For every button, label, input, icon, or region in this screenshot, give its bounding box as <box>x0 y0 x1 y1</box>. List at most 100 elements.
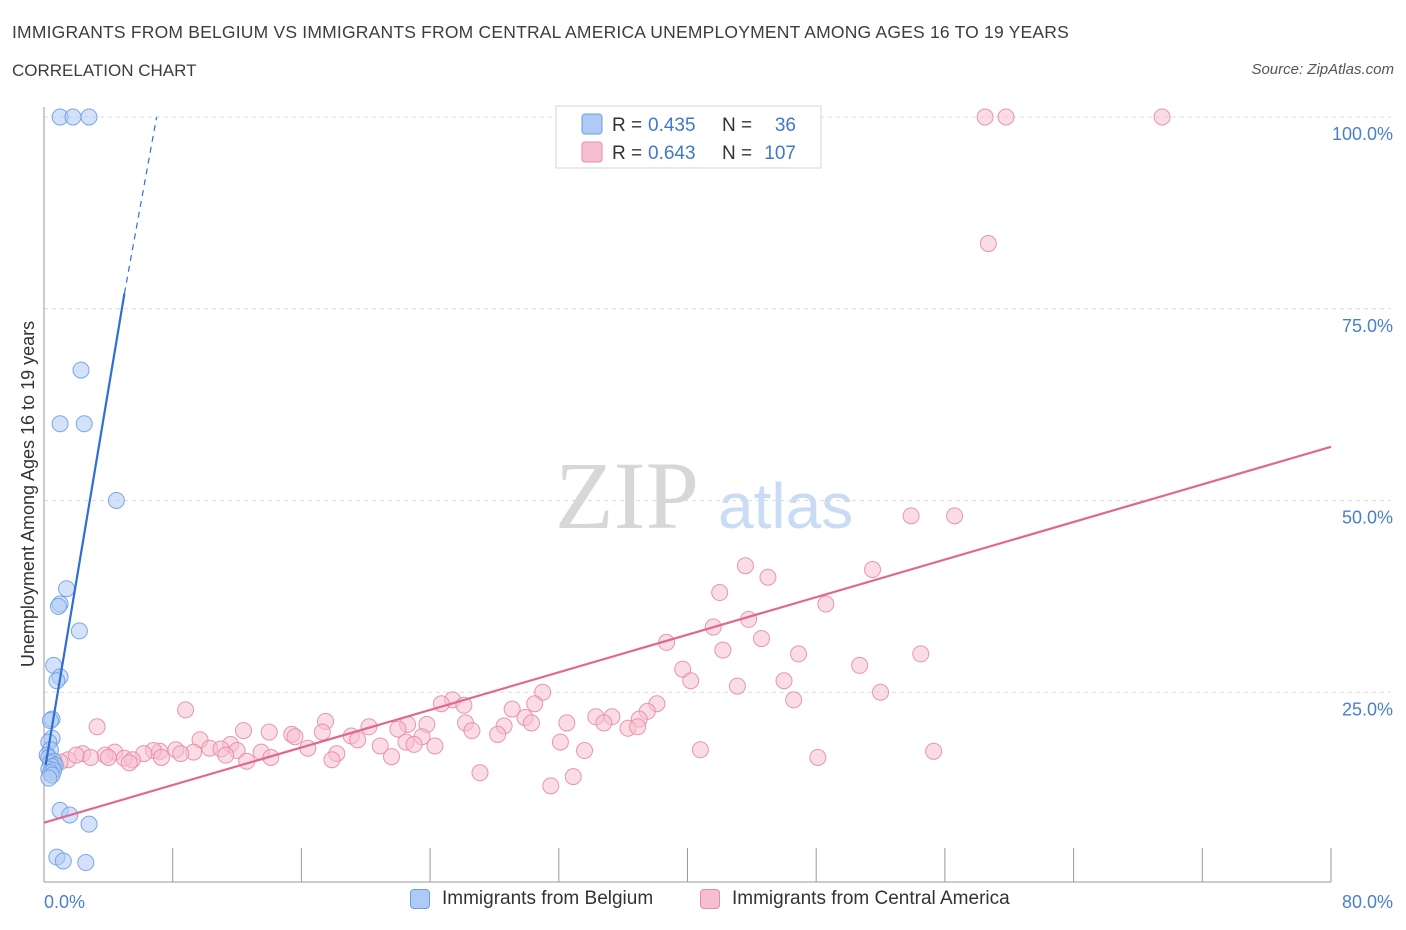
central-america-point <box>753 630 771 648</box>
central-america-point <box>286 728 304 746</box>
source-credit: Source: ZipAtlas.com <box>1251 61 1394 78</box>
central-america-point <box>691 741 709 759</box>
central-america-point <box>88 718 106 736</box>
central-america-point <box>260 723 278 741</box>
central-america-points <box>45 108 1171 795</box>
y-axis-label: Unemployment Among Ages 16 to 19 years <box>18 321 38 667</box>
belgium-point <box>48 672 66 690</box>
central-america-point <box>976 108 994 126</box>
central-america-point <box>790 645 808 663</box>
central-america-point <box>503 700 521 718</box>
watermark-atlas: atlas <box>718 470 853 542</box>
central-america-point <box>522 714 540 732</box>
x-tick-labels: 0.0% 80.0% <box>44 892 1393 912</box>
central-america-point <box>471 764 489 782</box>
trend-lines <box>43 116 1332 824</box>
belgium-point <box>64 108 82 126</box>
legend-swatch-belgium <box>410 889 430 909</box>
central-america-point <box>82 748 100 766</box>
central-america-point <box>534 683 552 701</box>
central-america-point <box>558 714 576 732</box>
belgium-trend-extension <box>123 116 158 294</box>
central-america-point <box>382 748 400 766</box>
stats-r-value-central-america: 0.643 <box>648 143 696 164</box>
central-america-point <box>872 683 890 701</box>
central-america-point <box>371 737 389 755</box>
central-america-point <box>576 742 594 760</box>
central-america-point <box>714 641 732 659</box>
central-america-point <box>595 714 613 732</box>
central-america-point <box>682 672 700 690</box>
central-america-point <box>120 754 138 772</box>
legend-label-belgium: Immigrants from Belgium <box>442 888 654 909</box>
belgium-point <box>58 580 76 598</box>
stats-n-label-belgium: N = <box>722 115 752 136</box>
chart-title: IMMIGRANTS FROM BELGIUM VS IMMIGRANTS FR… <box>12 22 1069 42</box>
x-tick-label: 0.0% <box>44 892 85 912</box>
y-tick-labels: 25.0% 50.0% 75.0% 100.0% <box>1332 124 1393 719</box>
central-america-point <box>542 777 560 795</box>
belgium-point <box>80 815 98 833</box>
belgium-point <box>75 415 93 433</box>
central-america-point <box>817 595 835 613</box>
belgium-point <box>72 361 90 379</box>
central-america-point <box>99 748 117 766</box>
belgium-point <box>40 769 58 787</box>
gridlines <box>44 116 1391 693</box>
central-america-point <box>775 672 793 690</box>
central-america-point <box>728 677 746 695</box>
central-america-point <box>489 725 507 743</box>
central-america-point <box>426 737 444 755</box>
central-america-point <box>736 557 754 575</box>
central-america-point <box>785 691 803 709</box>
central-america-point <box>711 584 729 602</box>
x-tick-label: 80.0% <box>1342 892 1393 912</box>
central-america-point <box>323 751 341 769</box>
watermark-zip: ZIP <box>555 442 699 549</box>
series-legend: Immigrants from Belgium Immigrants from … <box>0 888 1406 918</box>
central-america-point <box>759 568 777 586</box>
stats-r-label-belgium: R = <box>612 115 642 136</box>
stats-r-label-central-america: R = <box>612 143 642 164</box>
stats-n-value-central-america: 107 <box>764 143 796 164</box>
central-america-point <box>234 722 252 740</box>
chart-subtitle: CORRELATION CHART <box>12 61 197 80</box>
y-tick-label: 75.0% <box>1342 316 1393 336</box>
central-america-point <box>809 748 827 766</box>
central-america-point <box>389 720 407 738</box>
central-america-point <box>902 507 920 525</box>
central-america-point <box>526 695 544 713</box>
legend-item-belgium: Immigrants from Belgium <box>410 888 653 910</box>
central-america-point <box>152 748 170 766</box>
legend-swatch-central-america <box>700 889 720 909</box>
central-america-point <box>67 746 85 764</box>
stats-n-value-belgium: 36 <box>775 115 796 136</box>
central-america-point <box>997 108 1015 126</box>
stats-n-label-central-america: N = <box>722 143 752 164</box>
stats-legend-swatch-central-america <box>581 141 603 163</box>
central-america-point <box>463 722 481 740</box>
belgium-point <box>77 854 95 872</box>
central-america-point <box>979 235 997 253</box>
central-america-point <box>313 723 331 741</box>
central-america-trend-line <box>43 445 1332 824</box>
y-tick-label: 50.0% <box>1342 508 1393 528</box>
belgium-point <box>70 622 88 640</box>
central-america-point <box>674 660 692 678</box>
central-america-point <box>851 656 869 674</box>
central-america-point <box>925 742 943 760</box>
belgium-point <box>54 852 72 870</box>
belgium-point <box>41 712 59 730</box>
central-america-point <box>564 768 582 786</box>
central-america-point <box>172 745 190 763</box>
central-america-point <box>864 561 882 579</box>
central-america-point <box>629 718 647 736</box>
stats-r-value-belgium: 0.435 <box>648 115 696 136</box>
y-tick-label: 100.0% <box>1332 124 1393 144</box>
belgium-point <box>107 492 125 509</box>
central-america-point <box>177 701 195 719</box>
belgium-point <box>49 597 67 615</box>
central-america-point <box>912 645 930 663</box>
central-america-point <box>405 735 423 753</box>
central-america-point <box>217 746 235 764</box>
